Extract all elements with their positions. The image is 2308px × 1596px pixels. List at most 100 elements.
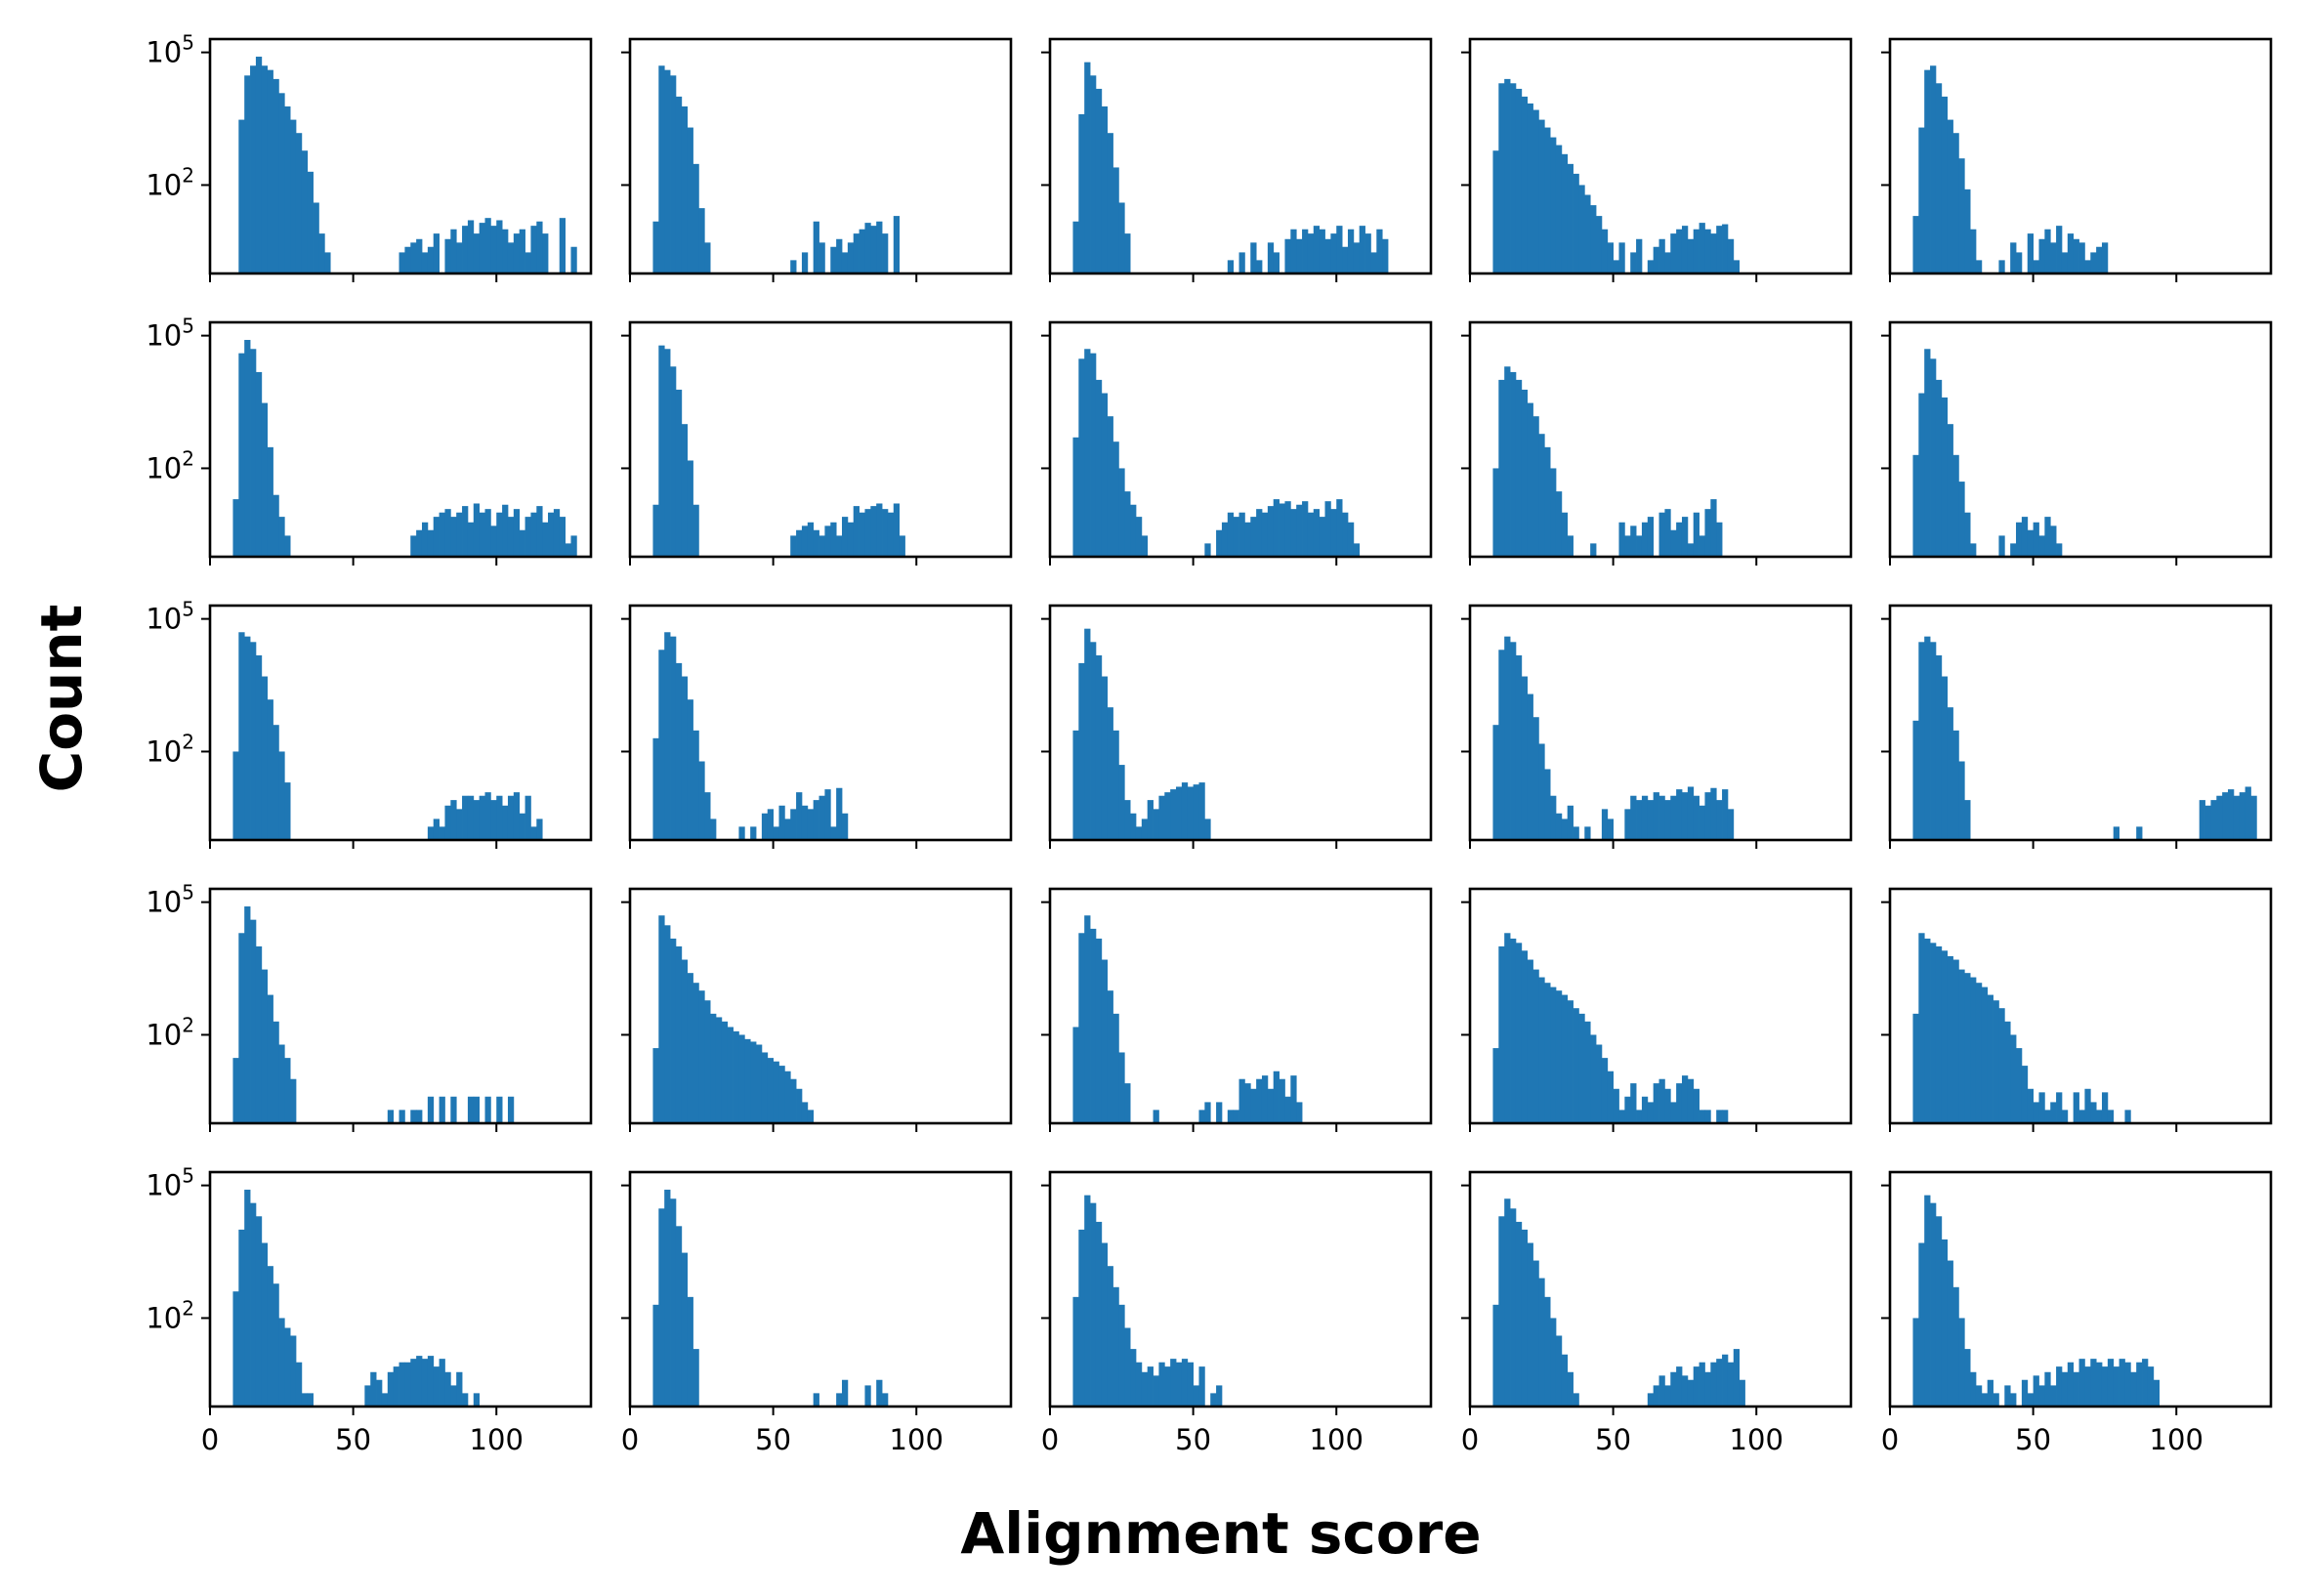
histogram-bar xyxy=(784,819,791,840)
histogram-bar xyxy=(1515,654,1523,840)
histogram-bar xyxy=(1124,1083,1131,1123)
histogram-bar xyxy=(692,504,699,557)
histogram-bar xyxy=(507,1096,515,1123)
x-tick-label: 0 xyxy=(1461,1423,1479,1456)
histogram-bar xyxy=(1112,730,1119,840)
histogram-bar xyxy=(1532,969,1539,1123)
histogram-bar xyxy=(876,1379,883,1407)
histogram-bar xyxy=(1521,389,1529,557)
histogram-bar xyxy=(421,1359,429,1407)
axes-frame xyxy=(1468,320,1853,559)
axes-frame xyxy=(628,887,1013,1125)
histogram-bar xyxy=(1567,163,1574,273)
histogram-bar xyxy=(255,57,263,273)
histogram-bar xyxy=(250,349,257,557)
histogram-bar xyxy=(1290,1075,1297,1123)
histogram-bar xyxy=(1078,1229,1085,1407)
histogram-bar xyxy=(1072,1296,1079,1407)
histogram-bar xyxy=(670,636,677,840)
histogram-bar xyxy=(1918,642,1925,840)
x-tick-label: 0 xyxy=(201,1423,219,1456)
histogram-bar xyxy=(1630,525,1637,557)
y-tick-label: 102 xyxy=(146,1013,194,1051)
histogram-bar xyxy=(1544,983,1551,1123)
axes-frame xyxy=(1468,37,1853,275)
histogram-bar xyxy=(801,525,809,557)
histogram-bar xyxy=(1492,725,1499,840)
histogram-bar xyxy=(704,242,711,273)
histogram-bar xyxy=(1658,795,1665,840)
histogram-bar xyxy=(1550,137,1557,273)
histogram-bar xyxy=(507,517,515,557)
histogram-bar xyxy=(1267,506,1275,557)
histogram-bar xyxy=(1636,800,1643,840)
histogram-bar xyxy=(530,512,537,557)
axes-frame xyxy=(1888,320,2273,559)
histogram-bar xyxy=(439,1359,445,1407)
histogram-bar xyxy=(1573,1393,1579,1407)
histogram-bar xyxy=(1284,238,1291,273)
histogram-bar xyxy=(1284,1096,1291,1123)
histogram-bar xyxy=(427,826,435,840)
histogram-bar xyxy=(807,1110,815,1123)
histogram-bar xyxy=(1147,800,1154,840)
histogram-bar xyxy=(1941,1239,1949,1407)
panel-r3-c5 xyxy=(1881,604,2273,849)
axes-frame xyxy=(628,37,1013,275)
histogram-bar xyxy=(1704,229,1711,273)
histogram-bar xyxy=(882,233,889,273)
y-tick-label: 102 xyxy=(146,1296,194,1334)
histogram-bar xyxy=(1359,226,1365,273)
histogram-bar xyxy=(1498,379,1505,557)
histogram-bar xyxy=(1664,1088,1671,1123)
histogram-bar xyxy=(267,994,273,1123)
histogram-bar xyxy=(519,529,525,557)
histogram-bar xyxy=(2107,1359,2115,1407)
x-tick-label: 50 xyxy=(755,1423,791,1456)
histogram-bar xyxy=(244,75,251,273)
histogram-bar xyxy=(658,915,665,1123)
histogram-bar xyxy=(1072,730,1079,840)
histogram-bar xyxy=(1630,1083,1637,1123)
histogram-bar xyxy=(813,221,819,273)
histogram-bar xyxy=(1947,424,1953,557)
histogram-bar xyxy=(238,933,245,1123)
histogram-bar xyxy=(1958,1318,1965,1407)
histogram-bar xyxy=(2096,1110,2103,1123)
histogram-bar xyxy=(778,1066,785,1123)
histogram-bar xyxy=(1101,676,1109,840)
histogram-bar xyxy=(232,1291,239,1407)
histogram-bar xyxy=(1561,994,1569,1123)
histogram-bar xyxy=(1647,800,1655,840)
histogram-bar xyxy=(2245,786,2251,840)
histogram-bar xyxy=(698,208,705,273)
histogram-bar xyxy=(1319,517,1325,557)
histogram-bar xyxy=(244,1190,251,1407)
y-tick-label: 105 xyxy=(146,315,194,353)
histogram-bar xyxy=(439,512,445,557)
histogram-bar xyxy=(1515,1221,1523,1407)
histogram-bar xyxy=(444,805,451,840)
histogram-bar xyxy=(1727,809,1735,840)
histogram-bar xyxy=(1307,512,1315,557)
histogram-bar xyxy=(467,1096,475,1123)
histogram-bar xyxy=(698,990,705,1123)
histogram-bar xyxy=(1970,543,1977,557)
histogram-bar xyxy=(2107,1110,2115,1123)
histogram-bar xyxy=(1084,915,1091,1123)
histogram-bar xyxy=(381,1393,389,1407)
histogram-bar xyxy=(2228,789,2235,840)
histogram-bar xyxy=(1078,113,1085,273)
histogram-bar xyxy=(1261,1075,1269,1123)
histogram-bar xyxy=(1544,1296,1551,1407)
histogram-bar xyxy=(670,366,677,557)
axes-frame xyxy=(1468,604,1853,842)
histogram-bar xyxy=(1624,1096,1631,1123)
histogram-bar xyxy=(1693,1366,1700,1407)
histogram-bar xyxy=(1601,809,1609,840)
histogram-bar xyxy=(1296,238,1303,273)
histogram-bar xyxy=(284,782,291,840)
histogram-bar xyxy=(1101,393,1109,557)
histogram-bar xyxy=(1555,813,1563,840)
histogram-bar xyxy=(1078,358,1085,557)
